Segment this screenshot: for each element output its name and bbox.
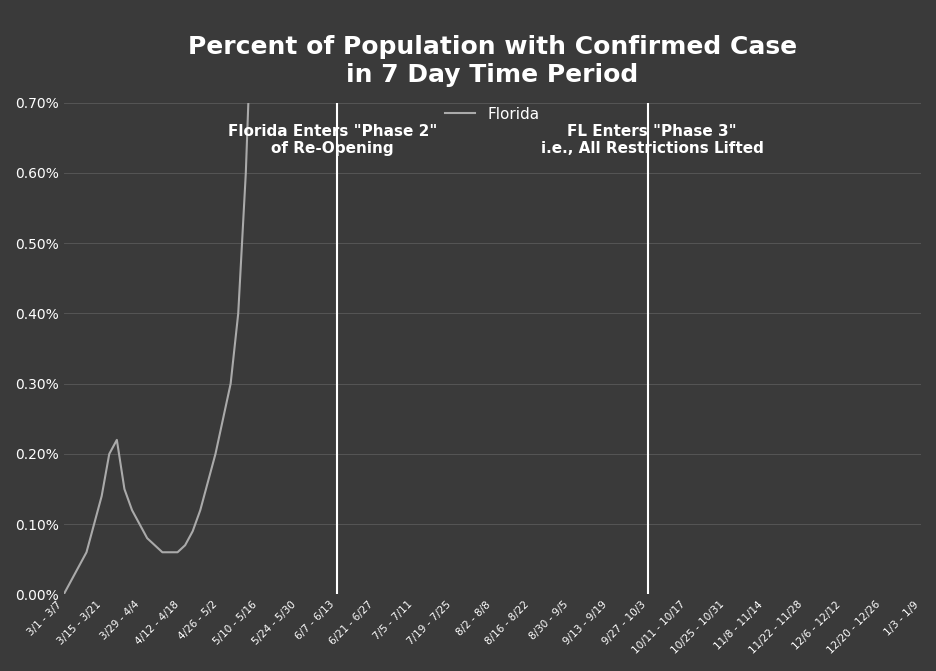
Title: Percent of Population with Confirmed Case
in 7 Day Time Period: Percent of Population with Confirmed Cas… bbox=[188, 35, 797, 87]
Florida bbox=[58, 590, 69, 599]
Florida bbox=[156, 548, 168, 556]
Text: FL Enters "Phase 3"
i.e., All Restrictions Lifted: FL Enters "Phase 3" i.e., All Restrictio… bbox=[541, 124, 764, 156]
Legend: Florida: Florida bbox=[439, 101, 546, 127]
Line: Florida: Florida bbox=[64, 0, 921, 595]
Text: Florida Enters "Phase 2"
of Re-Opening: Florida Enters "Phase 2" of Re-Opening bbox=[228, 124, 437, 156]
